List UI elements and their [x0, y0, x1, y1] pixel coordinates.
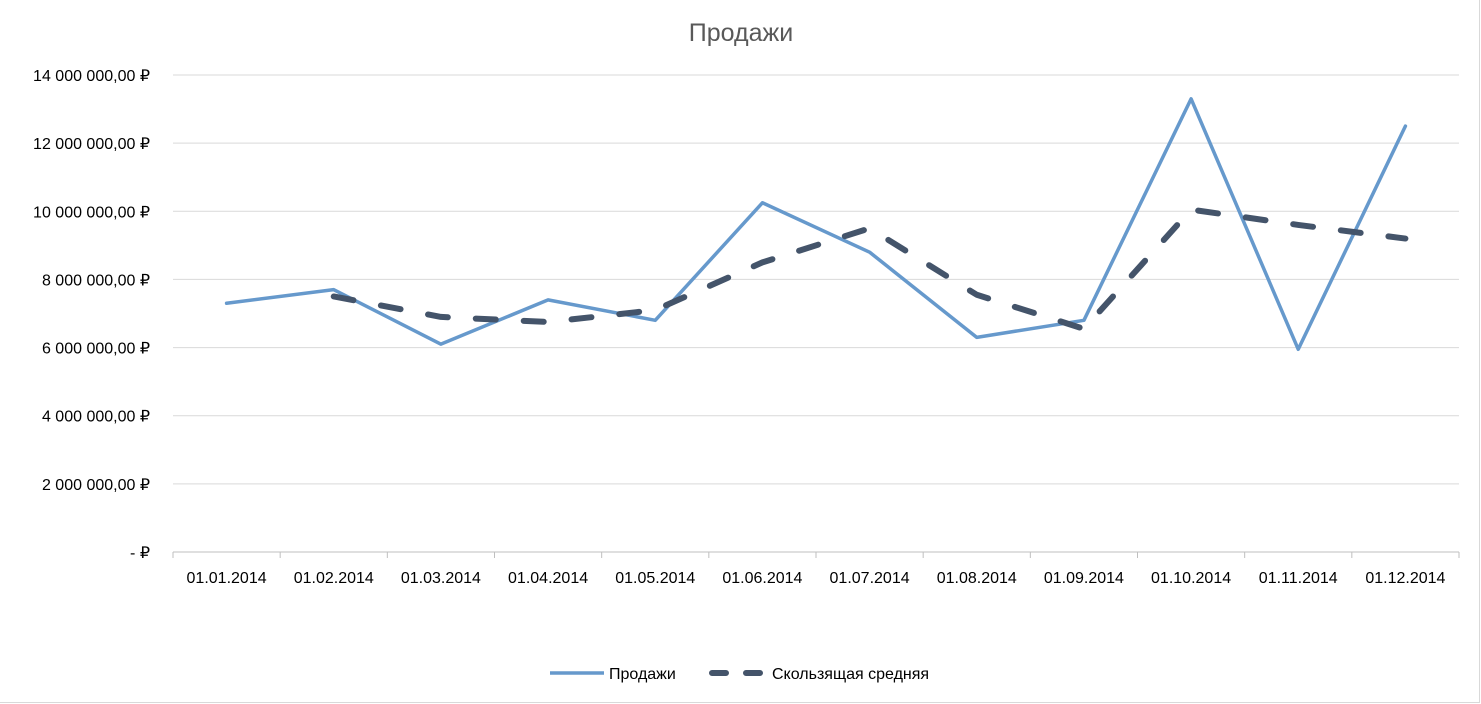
y-tick-label: - ₽: [130, 545, 150, 562]
x-tick-label: 01.04.2014: [508, 570, 588, 587]
x-tick-label: 01.01.2014: [187, 570, 267, 587]
x-tick-label: 01.09.2014: [1044, 570, 1124, 587]
x-axis: [172, 551, 1460, 558]
legend: Продажи Скользящая средняя: [550, 666, 929, 683]
x-tick-label: 01.10.2014: [1151, 570, 1231, 587]
y-tick-label: 6 000 000,00 ₽: [42, 341, 150, 358]
y-tick-label: 8 000 000,00 ₽: [42, 272, 150, 289]
gridlines: [173, 74, 1459, 485]
chart-title: Продажи: [689, 19, 793, 47]
sales-line: [224, 97, 1408, 352]
series-lines: [224, 97, 1409, 352]
y-axis-tick-labels: 14 000 000,00 ₽ 12 000 000,00 ₽ 10 000 000…: [33, 68, 150, 562]
x-tick-label: 01.03.2014: [401, 570, 481, 587]
y-tick-label: 14 000 000,00 ₽: [33, 68, 150, 85]
y-tick-label: 10 000 000,00 ₽: [33, 204, 150, 221]
legend-label: Продажи: [609, 666, 676, 683]
x-tick-label: 01.07.2014: [830, 570, 910, 587]
y-tick-label: 4 000 000,00 ₽: [42, 409, 150, 426]
x-tick-label: 01.06.2014: [722, 570, 802, 587]
y-tick-label: 2 000 000,00 ₽: [42, 477, 150, 494]
x-tick-label: 01.11.2014: [1259, 570, 1338, 587]
y-tick-label: 12 000 000,00 ₽: [33, 136, 150, 153]
x-tick-label: 01.08.2014: [937, 570, 1017, 587]
legend-label: Скользящая средняя: [772, 666, 929, 683]
x-tick-label: 01.05.2014: [615, 570, 695, 587]
x-tick-label: 01.12.2014: [1365, 570, 1445, 587]
x-tick-label: 01.02.2014: [294, 570, 374, 587]
x-axis-tick-labels: 01.01.2014 01.02.2014 01.03.2014 01.04.2014…: [187, 570, 1446, 587]
